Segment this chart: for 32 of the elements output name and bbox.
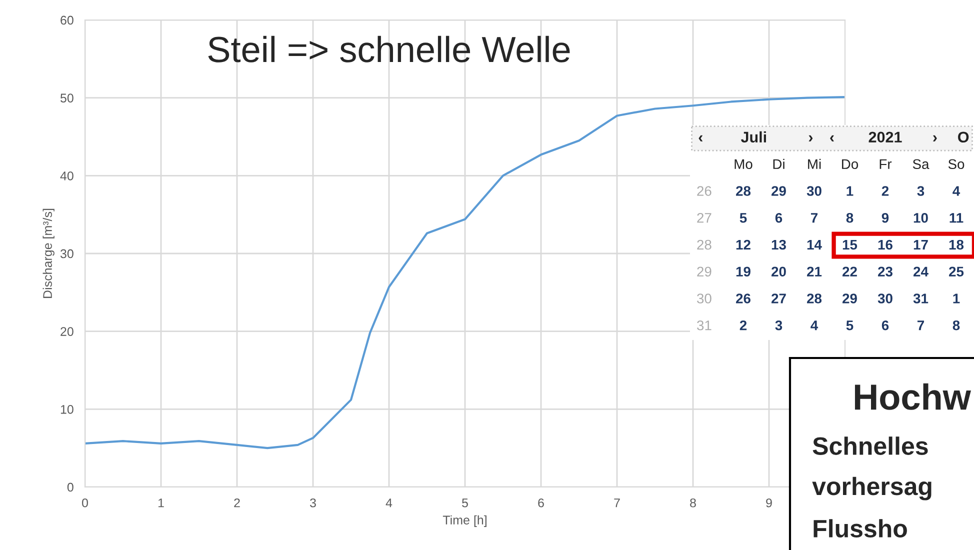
y-axis-title: Discharge [m³/s]	[42, 208, 54, 298]
x-tick-label: 7	[614, 498, 620, 508]
text: ‹ Juli › ‹ 2021 › O	[698, 131, 969, 143]
y-tick-label: 20	[60, 327, 74, 336]
chart-title: Steil => schnelle Welle	[208, 36, 570, 62]
text: 27 5 6 7 8 9 10 11	[697, 212, 964, 223]
text: 31 2 3 4 5 6 7 8	[697, 320, 960, 330]
y-tick-label: 40	[60, 171, 74, 180]
y-tick-label: 30	[60, 249, 74, 258]
x-tick-label: 3	[310, 498, 316, 508]
text: Flussho	[814, 519, 907, 538]
annotation: Schnelles	[812, 436, 928, 455]
x-tick-label: 5	[462, 498, 468, 508]
text: 28 12 13 14 15 16 17 18	[697, 240, 964, 250]
x-tick-label: 0	[82, 498, 88, 508]
text: Hochw	[854, 383, 971, 410]
text: 29 19 20 21 22 23 24 25	[697, 266, 964, 277]
y-tick-label: 10	[60, 404, 74, 414]
x-tick-label: 2	[234, 498, 240, 508]
x-tick-label: 6	[538, 498, 544, 508]
y-tick-label: 50	[60, 94, 74, 102]
y-tick-label: 60	[60, 16, 74, 25]
text: 30 26 27 28 29 30 31 1	[697, 294, 960, 304]
x-tick-label: 4	[386, 498, 392, 508]
x-tick-label: 9	[766, 498, 772, 508]
x-axis-title: Time [h]	[442, 515, 486, 527]
x-tick-label: 8	[690, 498, 696, 508]
annotation: vorhersag	[812, 476, 932, 500]
text: Mo Di Mi Do Fr Sa So	[734, 158, 964, 170]
x-tick-label: 1	[158, 498, 164, 508]
y-tick-label: 0	[67, 482, 74, 492]
text: 26 28 29 30 1 2 3 4	[697, 186, 960, 196]
